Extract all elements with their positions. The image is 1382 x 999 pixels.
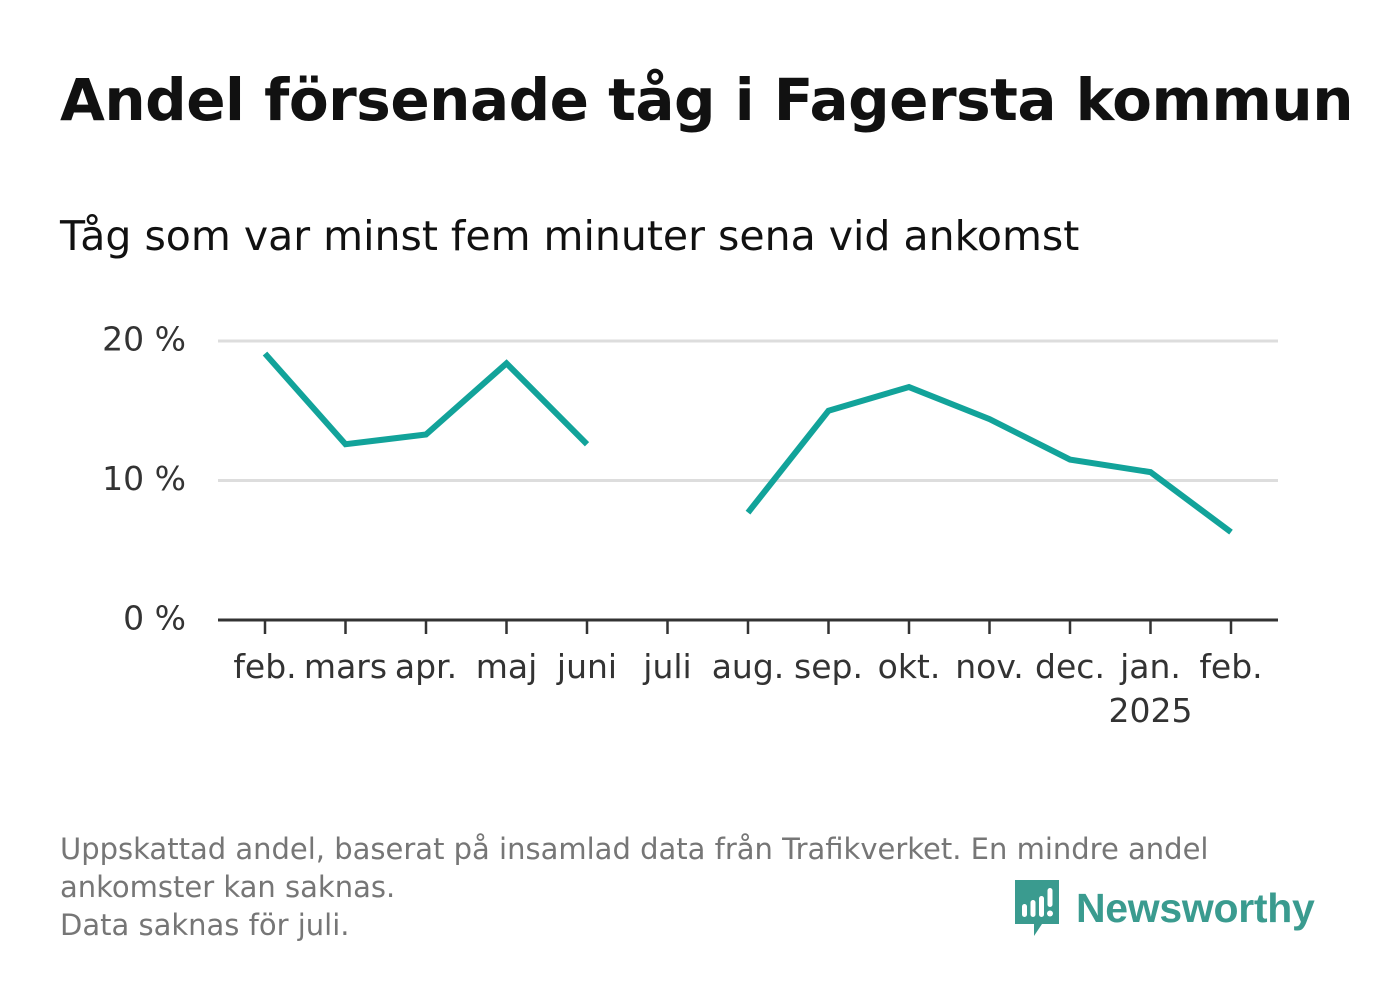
x-tick-label: maj	[476, 647, 538, 686]
y-tick-label: 20 %	[102, 320, 186, 359]
x-tick-label: jan.	[1119, 647, 1181, 686]
data-series	[262, 351, 1233, 535]
x-tick-label: apr.	[395, 647, 457, 686]
x-tick-label: dec.	[1035, 647, 1105, 686]
grid-lines	[218, 339, 1278, 482]
x-tick-label: okt.	[878, 647, 941, 686]
x-tick-label: mars	[304, 647, 387, 686]
series-line-segment	[262, 351, 590, 448]
series-line-segment	[745, 383, 1233, 535]
footnote-line-1: Uppskattad andel, baserat på insamlad da…	[60, 832, 1209, 866]
footnote: Uppskattad andel, baserat på insamlad da…	[60, 830, 1310, 944]
x-tick-label: juli	[642, 647, 691, 686]
x-tick-sublabel: 2025	[1109, 691, 1193, 730]
brand-logo: Newsworthy	[1012, 878, 1315, 938]
y-tick-label: 0 %	[123, 599, 186, 638]
x-tick-label: juni	[556, 647, 617, 686]
x-tick-label: feb.	[233, 647, 296, 686]
chart-subtitle: Tåg som var minst fem minuter sena vid a…	[60, 212, 1080, 260]
brand-name: Newsworthy	[1076, 884, 1315, 931]
x-tick-label: nov.	[955, 647, 1024, 686]
y-tick-label: 10 %	[102, 459, 186, 498]
x-tick-label: feb.	[1199, 647, 1262, 686]
x-tick-label: aug.	[712, 647, 785, 686]
x-axis-labels: feb. mars apr. maj juni juli aug. sep. okt. nov. d…	[233, 647, 1262, 730]
x-tick-label: sep.	[794, 647, 863, 686]
footnote-line-3: Data saknas för juli.	[60, 908, 350, 942]
chart-title: Andel försenade tåg i Fagersta kommun	[60, 66, 1354, 134]
x-axis	[218, 618, 1278, 634]
y-axis-labels: 0 % 10 % 20 %	[102, 320, 186, 638]
newsworthy-logo-icon	[1015, 880, 1059, 936]
footnote-line-2: ankomster kan saknas.	[60, 870, 396, 904]
